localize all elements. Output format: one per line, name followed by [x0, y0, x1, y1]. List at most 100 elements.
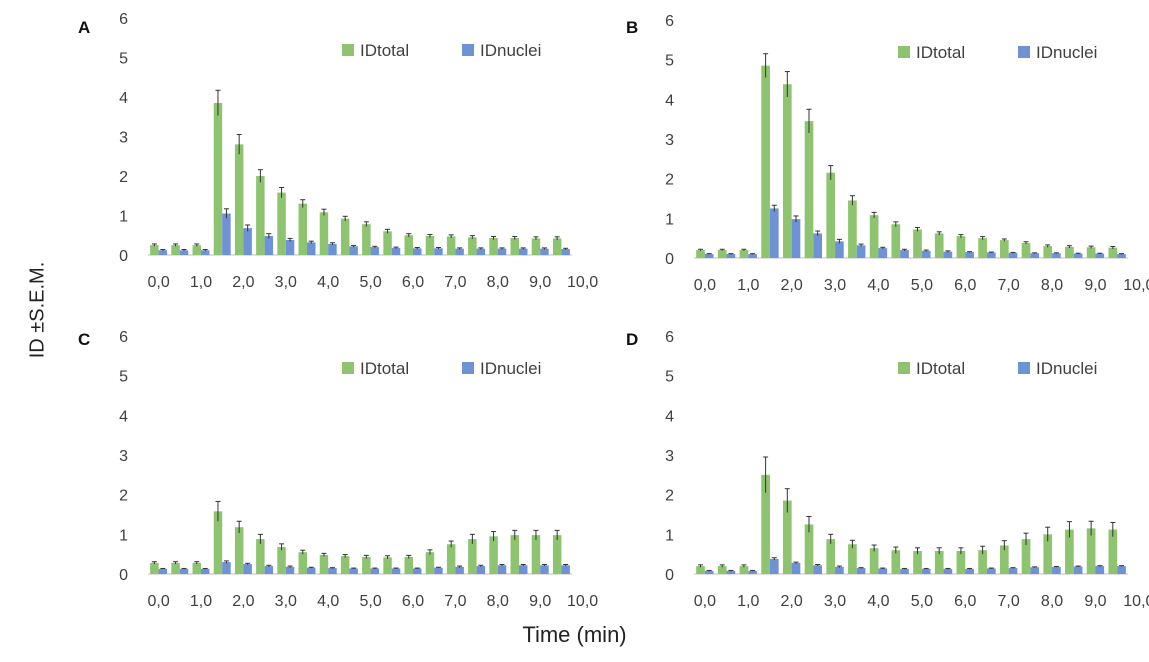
y-tick-label: 5 [119, 369, 128, 386]
bar-idtotal [298, 203, 307, 255]
bar-idtotal [1108, 529, 1118, 574]
x-tick-label: 8,0 [1041, 277, 1063, 294]
bar-idnuclei [201, 568, 210, 574]
y-axis-title-wrap: ID ±S.E.M. [18, 230, 58, 390]
bar-idnuclei [158, 250, 168, 255]
bar-idtotal [404, 235, 413, 255]
y-tick-label: 3 [665, 448, 674, 465]
x-tick-label: 5,0 [911, 277, 933, 294]
x-tick-label: 10,0 [567, 593, 598, 610]
bar-idnuclei [455, 566, 464, 574]
bar-idtotal [192, 245, 201, 255]
bar-idtotal [171, 562, 180, 574]
x-tick-label: 3,0 [275, 593, 297, 610]
bar-idtotal [717, 250, 727, 258]
panel-letter: B [626, 18, 638, 37]
x-tick-label: 0,0 [694, 277, 716, 294]
bar-idtotal [1043, 534, 1053, 574]
bar-idtotal [319, 554, 329, 574]
panel-letter: C [78, 330, 90, 349]
x-tick-label: 9,0 [529, 593, 551, 610]
bar-idtotal [956, 550, 966, 574]
bar-idnuclei [878, 568, 888, 574]
bar-idtotal [999, 240, 1009, 258]
bar-idtotal [383, 231, 392, 255]
bar-idtotal [956, 236, 966, 258]
bar-idtotal [234, 527, 244, 574]
bar-idtotal [362, 224, 371, 255]
bar-idtotal [739, 250, 749, 258]
bar-idtotal [531, 535, 541, 574]
bar-idnuclei [748, 254, 757, 258]
x-tick-label: 1,0 [737, 277, 759, 294]
bar-idtotal [1043, 246, 1053, 258]
bar-idnuclei [285, 566, 295, 574]
bar-idnuclei [769, 558, 779, 574]
legend-label: IDtotal [916, 359, 965, 378]
legend-label: IDnuclei [1036, 359, 1097, 378]
bar-idnuclei [813, 565, 823, 574]
bar-idtotal [531, 238, 541, 255]
panel-b: B 0 1 2 3 4 5 6 0,0 1,0 2,0 3,0 4,0 5,0 6,0 7,0 8,0 9,0 10… [626, 13, 1149, 294]
bar-idnuclei [476, 248, 486, 255]
bar-idnuclei [1030, 567, 1040, 574]
bar-idnuclei [986, 252, 996, 258]
x-tick-label: 5,0 [911, 593, 933, 610]
bar-idnuclei [1052, 566, 1061, 574]
bar-idnuclei [1008, 252, 1018, 258]
bar-idnuclei [835, 566, 844, 574]
x-tick-label: 9,0 [1084, 593, 1106, 610]
x-tick-label: 6,0 [954, 593, 976, 610]
y-tick-label: 2 [119, 488, 128, 505]
y-tick-label: 0 [665, 251, 674, 268]
bar-idnuclei [900, 250, 909, 258]
bar-idnuclei [540, 248, 549, 255]
bar-idtotal [1065, 529, 1074, 574]
bar-idtotal [256, 539, 265, 574]
x-tick-label: 7,0 [998, 277, 1020, 294]
bar-idnuclei [878, 248, 888, 258]
bar-idnuclei [1117, 566, 1126, 574]
y-tick-label: 5 [119, 51, 128, 68]
bar-idnuclei [1073, 253, 1083, 258]
bar-idtotal [404, 556, 413, 574]
y-tick-label: 1 [119, 527, 128, 544]
y-tick-label: 3 [119, 448, 128, 465]
y-tick-label: 6 [119, 329, 128, 346]
bar-idnuclei [704, 254, 714, 258]
bar-idnuclei [791, 562, 801, 574]
x-tick-label: 1,0 [737, 593, 759, 610]
x-tick-label: 4,0 [867, 593, 889, 610]
x-tick-label: 2,0 [232, 274, 254, 291]
panel-c: C 0 1 2 3 4 5 6 0,0 1,0 2,0 3,0 4,0 5,0 6,0 7,0 8,0 9,0 10… [78, 329, 598, 610]
bar-idtotal [552, 535, 562, 574]
bar-idnuclei [726, 570, 736, 574]
x-tick-label: 1,0 [190, 274, 212, 291]
y-tick-label: 0 [665, 567, 674, 584]
bar-idtotal [277, 547, 286, 574]
bar-idtotal [848, 544, 857, 574]
bar-idtotal [934, 233, 944, 258]
x-tick-label: 0,0 [147, 593, 169, 610]
bar-idnuclei [856, 245, 866, 258]
y-tick-label: 6 [665, 13, 674, 30]
x-tick-label: 9,0 [529, 274, 551, 291]
legend-label: IDtotal [916, 43, 965, 62]
y-tick-label: 4 [119, 90, 128, 107]
bar-idtotal [171, 245, 180, 255]
x-tick-label: 2,0 [781, 593, 803, 610]
bar-idnuclei [519, 248, 528, 255]
bar-idnuclei [748, 570, 757, 574]
legend-label: IDnuclei [480, 41, 541, 60]
bar-idtotal [826, 539, 836, 574]
bar-idnuclei [413, 568, 422, 574]
bar-idtotal [552, 238, 562, 255]
bar-idnuclei [370, 568, 380, 574]
bar-idnuclei [222, 213, 231, 255]
bar-idnuclei [769, 208, 779, 258]
bar-idtotal [913, 229, 922, 258]
y-tick-label: 4 [665, 92, 674, 109]
bar-idnuclei [307, 242, 316, 255]
bar-idnuclei [965, 252, 974, 258]
